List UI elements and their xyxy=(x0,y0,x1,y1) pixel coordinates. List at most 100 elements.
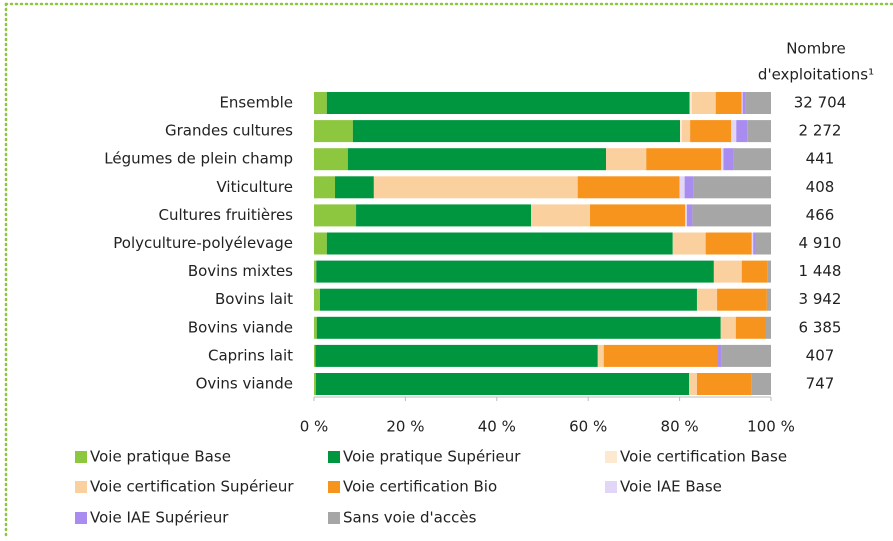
bar-segment xyxy=(731,120,737,143)
category-label: Polyculture-polyélevage xyxy=(113,234,293,252)
bar-segment xyxy=(646,148,722,171)
bar-segment xyxy=(747,120,771,143)
bar-segment xyxy=(715,92,742,114)
legend-label: Voie certification Supérieur xyxy=(90,478,294,496)
count-label: 4 910 xyxy=(799,234,842,252)
bar-segment xyxy=(736,120,748,143)
bar-segment xyxy=(751,373,771,395)
count-label: 441 xyxy=(806,150,835,168)
bar-segment xyxy=(356,204,532,227)
bar-segment xyxy=(316,316,721,339)
x-tick-label: 20 % xyxy=(386,418,424,436)
bar-segment xyxy=(765,316,771,339)
bar-segment xyxy=(767,260,771,283)
bar-segment xyxy=(335,176,374,199)
bar-segment xyxy=(314,260,317,283)
legend-label: Voie certification Base xyxy=(620,448,787,466)
bar-segment xyxy=(326,232,673,255)
bar-segment xyxy=(721,148,724,171)
bar-segment xyxy=(315,373,690,395)
bar-segment xyxy=(735,316,766,339)
bar-segment xyxy=(691,92,716,114)
category-label: Viticulture xyxy=(216,178,293,196)
bar-segment xyxy=(679,176,685,199)
bar-segment xyxy=(753,232,756,255)
bar-segment xyxy=(319,288,697,311)
bar-segment xyxy=(590,204,686,227)
bar-segment xyxy=(373,176,578,199)
bar-segment xyxy=(713,260,742,283)
bar-segment xyxy=(741,260,768,283)
legend-swatch xyxy=(605,481,617,493)
bar-segment xyxy=(766,288,771,311)
bar-segment xyxy=(314,204,357,227)
count-label: 466 xyxy=(806,206,835,224)
legend-swatch xyxy=(328,451,340,463)
count-label: 2 272 xyxy=(799,122,842,140)
legend-label: Sans voie d'accès xyxy=(343,509,477,527)
legend-swatch xyxy=(328,512,340,524)
counts-title: Nombre xyxy=(786,40,846,58)
bar-segment xyxy=(314,176,336,199)
bar-segment xyxy=(314,344,316,367)
legend-swatch xyxy=(75,481,87,493)
bar-segment xyxy=(720,316,736,339)
bar-segment xyxy=(603,344,718,367)
legend-label: Voie pratique Base xyxy=(90,448,231,466)
bar-segment xyxy=(684,176,694,199)
bar-segment xyxy=(689,373,697,395)
category-label: Grandes cultures xyxy=(165,122,293,140)
bar-segment xyxy=(690,120,732,143)
bar-segment xyxy=(681,120,691,143)
bar-segment xyxy=(696,373,752,395)
bar-segment xyxy=(689,92,692,114)
bar-segment xyxy=(672,232,706,255)
x-tick-label: 80 % xyxy=(661,418,699,436)
x-tick-label: 60 % xyxy=(569,418,607,436)
bar-segment xyxy=(741,92,743,114)
x-tick-label: 40 % xyxy=(478,418,516,436)
category-label: Ensemble xyxy=(219,94,293,112)
legend-label: Voie pratique Supérieur xyxy=(343,448,521,466)
legend-swatch xyxy=(75,512,87,524)
category-label: Bovins mixtes xyxy=(188,262,293,280)
bar-segment xyxy=(577,176,680,199)
bar-segment xyxy=(326,92,690,114)
bar-segment xyxy=(751,232,754,255)
category-label: Légumes de plein champ xyxy=(104,150,293,168)
category-label: Ovins viande xyxy=(196,375,293,393)
bar-segment xyxy=(347,148,607,171)
category-label: Bovins viande xyxy=(188,318,293,336)
bar-segment xyxy=(315,344,598,367)
count-label: 32 704 xyxy=(794,94,847,112)
bar-segment xyxy=(717,344,722,367)
count-label: 747 xyxy=(806,375,835,393)
bar-segment xyxy=(686,204,693,227)
bar-segment xyxy=(680,120,682,143)
bar-segment xyxy=(606,148,647,171)
count-label: 6 385 xyxy=(799,318,842,336)
legend-label: Voie IAE Base xyxy=(620,478,722,496)
bar-segment xyxy=(352,120,681,143)
x-tick-label: 0 % xyxy=(300,418,329,436)
bar-segment xyxy=(755,232,771,255)
bar-segment xyxy=(721,344,771,367)
legend-swatch xyxy=(75,451,87,463)
count-label: 408 xyxy=(806,178,835,196)
bar-segment xyxy=(314,373,316,395)
counts-title: d'exploitations¹ xyxy=(758,66,874,84)
bar-segment xyxy=(531,204,591,227)
bar-segment xyxy=(314,92,327,114)
legend-label: Voie IAE Supérieur xyxy=(90,509,229,527)
category-label: Bovins lait xyxy=(215,290,293,308)
bar-segment xyxy=(314,232,327,255)
bar-segment xyxy=(717,288,767,311)
bar-segment xyxy=(314,148,348,171)
bar-segment xyxy=(705,232,752,255)
bar-segment xyxy=(692,204,771,227)
legend-label: Voie certification Bio xyxy=(343,478,497,496)
category-label: Cultures fruitières xyxy=(159,206,294,224)
count-label: 1 448 xyxy=(799,262,842,280)
bar-segment xyxy=(597,344,604,367)
